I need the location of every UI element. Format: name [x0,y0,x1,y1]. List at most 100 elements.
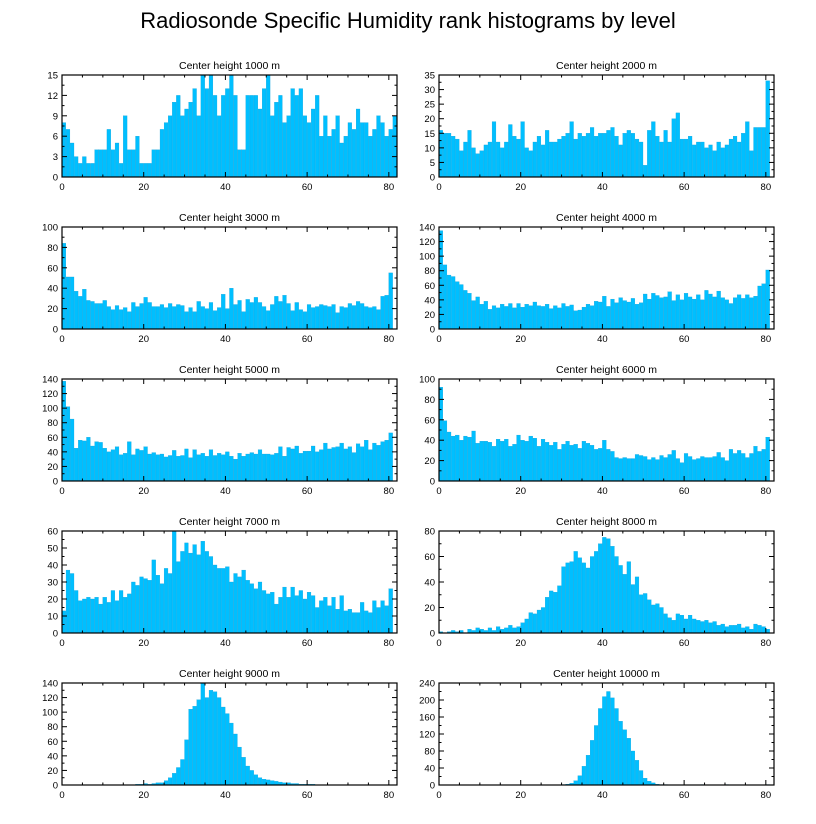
bar [557,585,562,634]
bar [720,147,725,178]
y-tick-label: 3 [53,152,58,163]
bar [225,566,230,634]
bar [712,456,717,482]
bar [70,276,75,330]
x-tick-label: 0 [436,486,441,497]
x-tick-label: 20 [138,334,149,345]
bar [172,306,177,330]
bar [70,142,75,178]
x-tick-label: 60 [679,790,690,801]
x-tick-label: 80 [761,334,772,345]
bar [639,770,644,786]
bar [388,432,393,482]
bar [475,443,480,482]
bar [217,697,222,786]
bar [496,141,501,178]
bar [172,102,177,178]
bar [249,583,254,634]
bar [360,303,365,330]
bar [364,610,369,634]
bar [286,303,291,330]
bar [86,597,91,634]
bar [765,436,770,482]
bar [508,446,513,482]
y-tick-label: 120 [419,237,435,248]
bar [647,130,652,178]
bar [147,302,152,330]
bar [683,453,689,482]
x-tick-label: 0 [436,790,441,801]
bar [655,459,660,482]
bar [192,544,197,634]
bar [86,300,91,330]
bar [249,452,254,482]
bar [127,441,132,482]
bar [298,88,303,178]
bar [545,442,550,482]
y-tick-label: 20 [424,114,435,125]
y-tick-label: 120 [42,693,58,704]
panel-title: Center height 10000 m [553,668,660,680]
y-tick-label: 30 [424,85,435,96]
bar [339,142,344,178]
bar [82,598,87,634]
bar [245,95,250,178]
bar [610,546,615,634]
bar [496,626,501,634]
y-tick-label: 15 [424,129,435,140]
bar [606,538,611,634]
bar [347,446,352,482]
x-tick-label: 60 [302,182,313,193]
bar [90,163,95,178]
bar [728,303,733,330]
y-tick-label: 40 [47,284,58,295]
y-tick-label: 10 [47,612,58,623]
bar [442,420,448,482]
bar [618,565,623,634]
bar [323,115,328,178]
bar [610,298,615,330]
bar [188,709,193,786]
bar [447,133,452,178]
bar [192,88,197,178]
bar [266,593,271,634]
bar [594,449,599,482]
bar [286,447,291,482]
bar [683,293,689,330]
bar [327,448,332,482]
bar [512,307,517,330]
bar [131,581,136,634]
bar [302,311,307,330]
x-tick-label: 40 [597,182,608,193]
bar [573,444,578,482]
bar [168,115,173,178]
bar [500,441,505,482]
bar [590,305,595,330]
bar [347,122,352,178]
bar [188,457,193,482]
bar [323,305,328,330]
bar [98,149,103,178]
bar [217,568,222,634]
bar [565,306,570,330]
bar [98,603,103,634]
x-tick-label: 40 [220,790,231,801]
bar [274,603,279,634]
bar [380,600,385,634]
bar [82,440,87,482]
bar [516,626,521,634]
bar [266,453,271,482]
panel-title: Center height 7000 m [179,516,280,528]
bar [351,452,356,482]
bar [630,458,635,482]
bar [549,141,554,178]
bar [274,296,279,330]
y-tick-label: 25 [424,100,435,111]
bar [65,406,71,482]
bar [290,448,295,482]
bar [90,445,95,482]
bar [536,446,541,482]
bar [351,305,356,330]
bar [151,306,156,330]
bar [217,307,222,330]
